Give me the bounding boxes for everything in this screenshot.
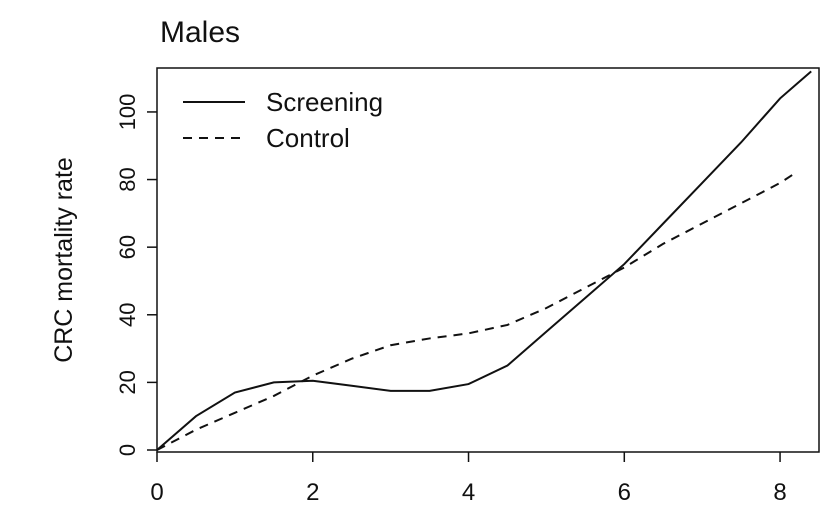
legend-label: Control bbox=[266, 123, 350, 153]
y-tick-label: 40 bbox=[115, 303, 140, 327]
chart-title: Males bbox=[160, 16, 240, 49]
series-line bbox=[156, 70, 812, 451]
y-tick-label: 0 bbox=[115, 444, 140, 456]
x-tick-label: 0 bbox=[150, 479, 163, 506]
legend-label: Screening bbox=[266, 87, 383, 117]
x-tick-label: 8 bbox=[773, 479, 786, 506]
y-tick-label: 100 bbox=[115, 94, 140, 131]
plot-frame bbox=[156, 67, 820, 453]
y-tick-label: 20 bbox=[115, 370, 140, 394]
series-line bbox=[156, 171, 797, 451]
x-tick-label: 2 bbox=[306, 479, 319, 506]
x-tick-label: 4 bbox=[462, 479, 475, 506]
y-axis-label: CRC mortality rate bbox=[50, 157, 78, 363]
y-tick-label: 60 bbox=[115, 235, 140, 259]
y-tick-label: 80 bbox=[115, 167, 140, 191]
x-tick-label: 6 bbox=[618, 479, 631, 506]
